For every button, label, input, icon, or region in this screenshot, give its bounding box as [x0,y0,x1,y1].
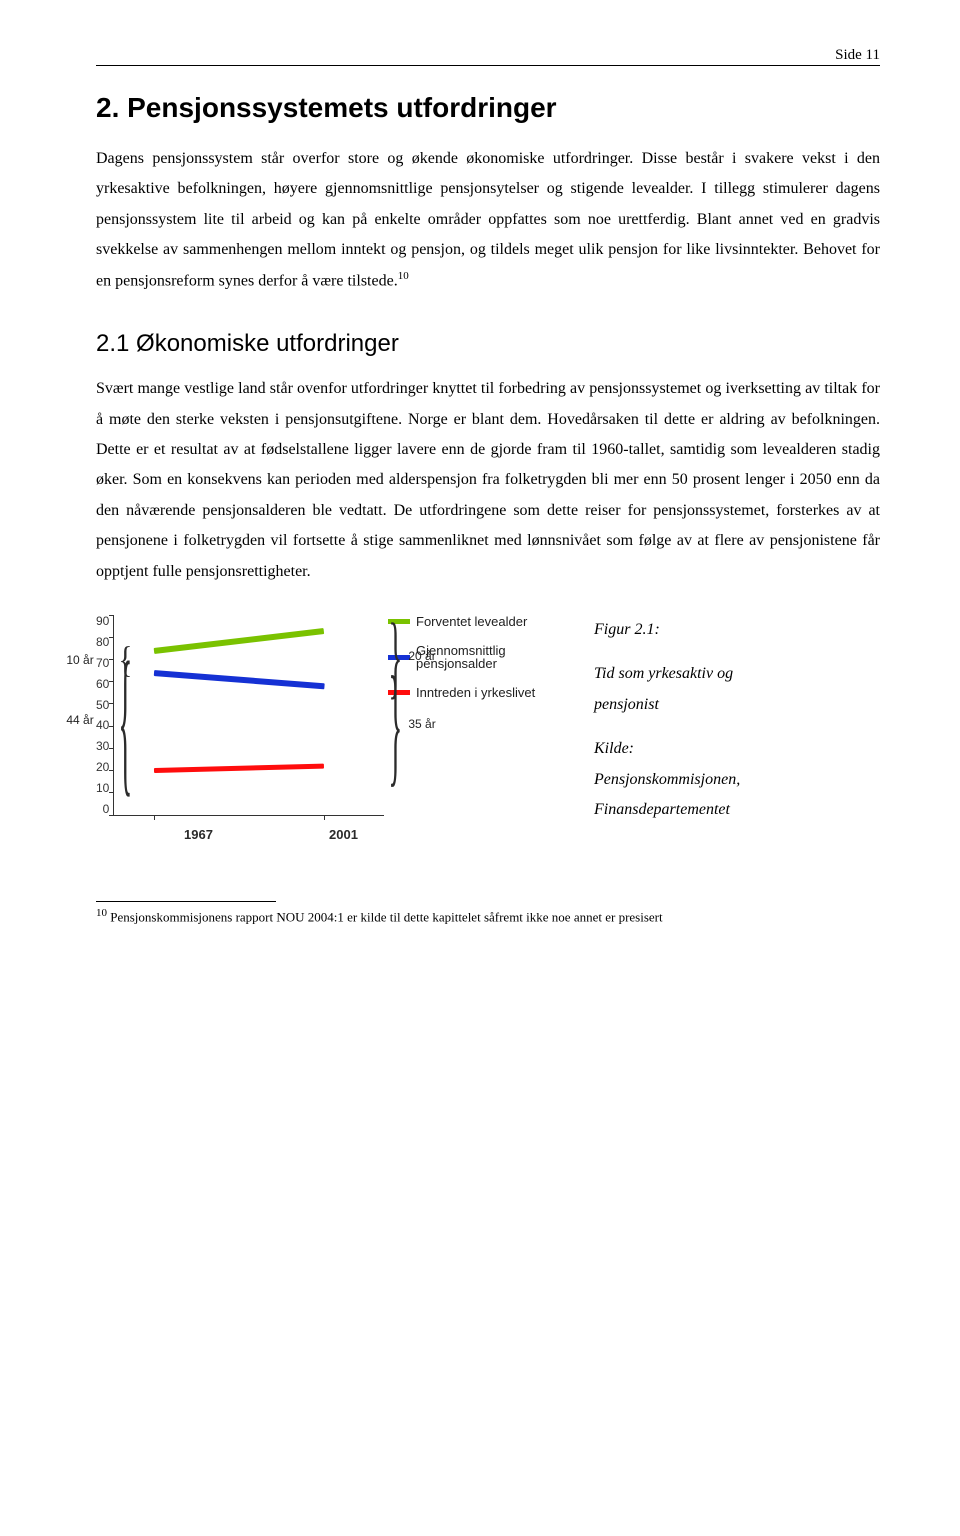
y-tick-label: 50 [96,699,109,711]
figure-title-a: Tid som yrkesaktiv og [594,665,733,682]
footnote-rule [96,901,276,902]
y-tick-label: 30 [96,740,109,752]
y-tick-label: 0 [103,803,110,815]
chapter-title: 2. Pensjonssystemets utfordringer [96,94,880,122]
y-tick-label: 90 [96,615,109,627]
chart-annotation: 10 år [66,654,93,666]
series-line [154,764,324,773]
x-tick-label: 1967 [184,828,213,841]
x-tick-label: 2001 [329,828,358,841]
legend-swatch [388,690,410,695]
plot-area: {10 år{44 år}20 år}35 år [113,615,384,816]
series-line [154,628,325,654]
footnote-text: Pensjonskommisjonens rapport NOU 2004:1 … [107,909,663,924]
footnote: 10 Pensjonskommisjonens rapport NOU 2004… [96,908,880,923]
y-axis: 90 80 70 60 50 40 30 20 10 0 [96,615,113,815]
header-rule [96,65,880,66]
source-a: Pensjonskommisjonen, [594,771,740,788]
legend-label: Forventet levealder [416,615,527,628]
intro-text: Dagens pensjonssystem står overfor store… [96,150,880,289]
chart: 90 80 70 60 50 40 30 20 10 0 {10 år{44 år}20 år}3… [96,615,576,841]
x-axis: 1967 2001 [126,828,416,841]
y-tick-label: 20 [96,761,109,773]
legend-item: Forventet levealder [388,615,576,628]
chart-annotation: 20 år [408,650,435,662]
legend-label: Gjennomsnittlig pensjonsalder [416,644,576,670]
chart-legend: Forventet levealder Gjennomsnittlig pensj… [388,615,576,816]
footnote-num: 10 [96,907,107,919]
y-tick-label: 80 [96,636,109,648]
y-tick-label: 40 [96,719,109,731]
legend-swatch [388,655,410,660]
y-tick-label: 60 [96,678,109,690]
chart-annotation: 35 år [408,718,435,730]
figure-label: Figur 2.1: [594,615,880,645]
section-title: 2.1 Økonomiske utfordringer [96,332,880,356]
figure-caption: Figur 2.1: Tid som yrkesaktiv og pensjon… [594,615,880,825]
source-label: Kilde: [594,740,634,757]
source-b: Finansdepartementet [594,801,730,818]
y-tick-label: 10 [96,782,109,794]
intro-paragraph: Dagens pensjonssystem står overfor store… [96,144,880,296]
legend-label: Inntreden i yrkeslivet [416,686,535,699]
section-paragraph: Svært mange vestlige land står ovenfor u… [96,374,880,587]
legend-item: Inntreden i yrkeslivet [388,686,576,699]
chart-annotation: 44 år [66,714,93,726]
page-number: Side 11 [835,48,880,63]
series-line [154,670,324,689]
figure-row: 90 80 70 60 50 40 30 20 10 0 {10 år{44 år}20 år}3… [96,615,880,841]
y-tick-label: 70 [96,657,109,669]
figure-title-b: pensjonist [594,696,659,713]
legend-swatch [388,619,410,624]
footnote-ref: 10 [398,270,409,282]
